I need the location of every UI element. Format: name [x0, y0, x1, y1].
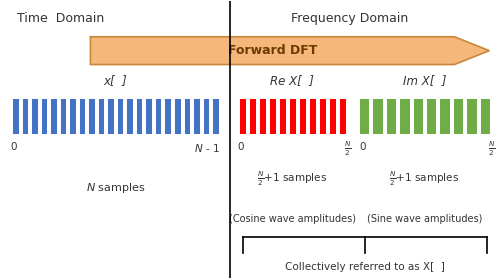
Bar: [212, 98, 218, 134]
Bar: [12, 98, 18, 134]
Text: 0: 0: [238, 142, 244, 152]
Text: Im X[  ]: Im X[ ]: [403, 74, 446, 87]
Bar: [453, 98, 464, 134]
Bar: [136, 98, 142, 134]
Bar: [60, 98, 66, 134]
Bar: [79, 98, 86, 134]
Bar: [289, 98, 296, 134]
Text: $\frac{N}{2}$: $\frac{N}{2}$: [344, 140, 351, 158]
Bar: [299, 98, 306, 134]
Bar: [466, 98, 477, 134]
Bar: [40, 98, 47, 134]
FancyArrow shape: [90, 37, 490, 64]
Text: $\frac{N}{2}$+1 samples: $\frac{N}{2}$+1 samples: [258, 170, 328, 189]
Bar: [108, 98, 114, 134]
Bar: [386, 98, 396, 134]
Text: 0: 0: [10, 142, 17, 152]
Text: $\frac{N}{2}$+1 samples: $\frac{N}{2}$+1 samples: [390, 170, 460, 189]
Bar: [309, 98, 316, 134]
Text: 0: 0: [360, 142, 366, 152]
Text: $N$ - 1: $N$ - 1: [194, 142, 220, 154]
Bar: [329, 98, 336, 134]
Bar: [88, 98, 95, 134]
Text: Re X[  ]: Re X[ ]: [270, 74, 314, 87]
Text: (Sine wave amplitudes): (Sine wave amplitudes): [367, 215, 482, 224]
Bar: [339, 98, 345, 134]
Text: x[  ]: x[ ]: [104, 74, 127, 87]
Bar: [174, 98, 180, 134]
Bar: [426, 98, 436, 134]
Bar: [239, 98, 246, 134]
Text: Time  Domain: Time Domain: [17, 12, 104, 25]
Bar: [193, 98, 200, 134]
Text: (Cosine wave amplitudes): (Cosine wave amplitudes): [229, 215, 356, 224]
Text: Frequency Domain: Frequency Domain: [291, 12, 408, 25]
Text: $\frac{N}{2}$: $\frac{N}{2}$: [488, 140, 496, 158]
Bar: [412, 98, 423, 134]
Bar: [259, 98, 266, 134]
Bar: [319, 98, 326, 134]
Bar: [22, 98, 28, 134]
Bar: [440, 98, 450, 134]
Bar: [146, 98, 152, 134]
Bar: [269, 98, 276, 134]
Bar: [358, 98, 369, 134]
Bar: [399, 98, 409, 134]
Bar: [202, 98, 209, 134]
Bar: [70, 98, 76, 134]
Bar: [155, 98, 162, 134]
Bar: [31, 98, 38, 134]
Bar: [372, 98, 382, 134]
Text: $N$ samples: $N$ samples: [86, 181, 145, 195]
Bar: [184, 98, 190, 134]
Bar: [126, 98, 133, 134]
Bar: [117, 98, 123, 134]
Bar: [279, 98, 286, 134]
Bar: [98, 98, 104, 134]
Bar: [480, 98, 490, 134]
Bar: [164, 98, 171, 134]
Text: Forward DFT: Forward DFT: [228, 44, 317, 57]
Text: Collectively referred to as X[  ]: Collectively referred to as X[ ]: [284, 262, 444, 272]
Bar: [50, 98, 57, 134]
Bar: [249, 98, 256, 134]
